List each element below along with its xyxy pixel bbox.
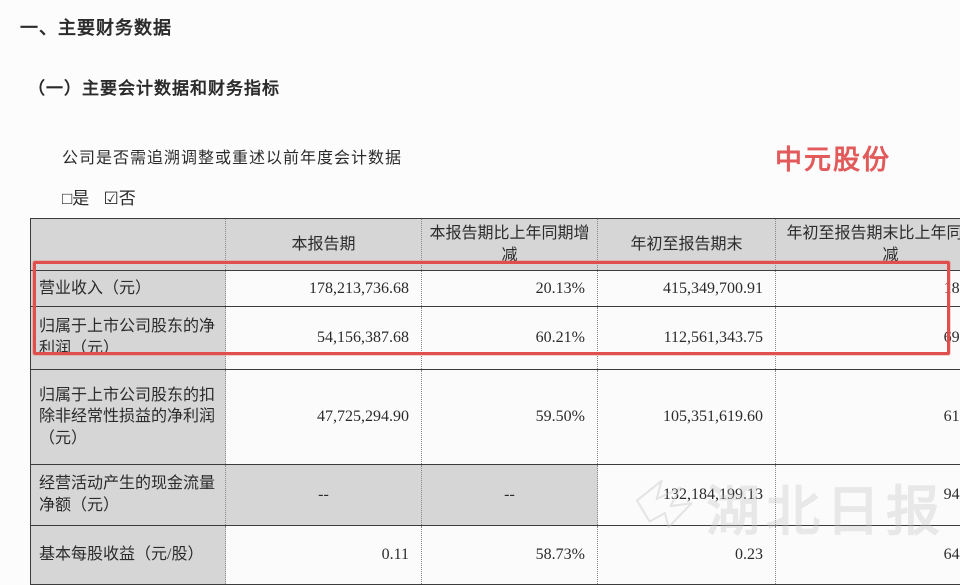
checkbox-yes: □是 xyxy=(62,189,89,208)
table-cell: 105,351,619.60 xyxy=(598,370,776,465)
header-current-period: 本报告期 xyxy=(226,219,422,271)
table-cell: 415,349,700.91 xyxy=(598,271,776,307)
table-cell: 59.50% xyxy=(422,370,598,465)
report-page: 一、主要财务数据 （一）主要会计数据和财务指标 公司是否需追溯调整或重述以前年度… xyxy=(0,0,960,552)
row-label: 归属于上市公司股东的净利润（元） xyxy=(31,307,226,370)
table-cell: 64.29% xyxy=(776,526,960,585)
header-current-period-yoy: 本报告期比上年同期增减 xyxy=(422,219,598,271)
table-row: 归属于上市公司股东的净利润（元） 54,156,387.68 60.21% 11… xyxy=(31,307,960,370)
table-cell: 61.86% xyxy=(776,370,960,465)
table-cell: 178,213,736.68 xyxy=(226,271,422,307)
table-cell: 0.11 xyxy=(226,526,422,585)
table-row: 营业收入（元） 178,213,736.68 20.13% 415,349,70… xyxy=(31,271,960,307)
row-label: 经营活动产生的现金流量净额（元） xyxy=(31,465,226,526)
table-cell: -- xyxy=(226,465,422,526)
row-label: 归属于上市公司股东的扣除非经常性损益的净利润（元） xyxy=(31,370,226,465)
header-empty xyxy=(31,219,226,271)
table-row: 基本每股收益（元/股） 0.11 58.73% 0.23 64.29% xyxy=(31,526,960,585)
checkbox-no: ☑否 xyxy=(104,189,136,208)
row-label: 基本每股收益（元/股） xyxy=(31,526,226,585)
table-row: 经营活动产生的现金流量净额（元） -- -- 132,184,199.13 94… xyxy=(31,465,960,526)
financial-data-table: 本报告期 本报告期比上年同期增减 年初至报告期末 年初至报告期末比上年同期增减 … xyxy=(30,218,960,585)
header-ytd-yoy: 年初至报告期末比上年同期增减 xyxy=(776,219,960,271)
row-label: 营业收入（元） xyxy=(31,271,226,307)
table-row: 归属于上市公司股东的扣除非经常性损益的净利润（元） 47,725,294.90 … xyxy=(31,370,960,465)
company-stamp-text: 中元股份 xyxy=(775,138,891,177)
restatement-options: □是 ☑否 xyxy=(62,184,146,209)
table-cell: 54,156,387.68 xyxy=(226,307,422,370)
table-cell: 18.65% xyxy=(776,271,960,307)
table-cell: 58.73% xyxy=(422,526,598,585)
subsection-title: （一）主要会计数据和财务指标 xyxy=(28,74,280,99)
table-cell: 94.65% xyxy=(776,465,960,526)
table-header-row: 本报告期 本报告期比上年同期增减 年初至报告期末 年初至报告期末比上年同期增减 xyxy=(31,219,960,271)
table-cell: -- xyxy=(422,465,598,526)
table-cell: 60.21% xyxy=(422,307,598,370)
table-cell: 69.27% xyxy=(776,307,960,370)
restatement-question: 公司是否需追溯调整或重述以前年度会计数据 xyxy=(62,144,402,168)
table-cell: 132,184,199.13 xyxy=(598,465,776,526)
table-cell: 0.23 xyxy=(598,526,776,585)
table-cell: 112,561,343.75 xyxy=(598,307,776,370)
header-ytd: 年初至报告期末 xyxy=(598,219,776,271)
table-cell: 47,725,294.90 xyxy=(226,370,422,465)
section-title: 一、主要财务数据 xyxy=(20,14,172,40)
table-cell: 20.13% xyxy=(422,271,598,307)
